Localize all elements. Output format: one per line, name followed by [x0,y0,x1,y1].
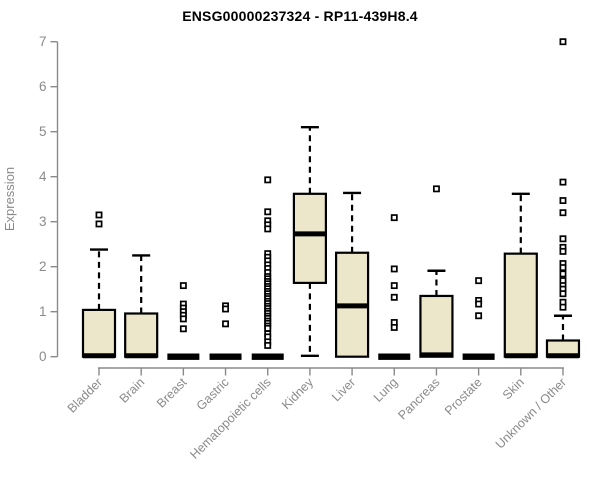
outlier-point [390,324,398,331]
collapsed-box [251,353,284,360]
boxplot-gastric [209,302,242,360]
outlier-point [264,324,272,332]
outlier-point [264,208,272,216]
outlier-point [559,290,567,298]
outlier-point [475,312,483,320]
y-tick-label: 1 [39,304,47,319]
iqr-box [124,312,159,358]
outlier-point [390,282,398,290]
category-label: Hematopoietic cells [187,375,274,462]
category-label: Bladder [65,375,105,415]
outlier-point [559,235,567,243]
category-label: Lung [371,375,401,405]
iqr-box [419,294,454,358]
outlier-point [222,320,229,328]
outlier-point [559,197,567,204]
boxplot-bladder [81,211,117,359]
y-tick-label: 2 [39,259,47,274]
outlier-point [179,325,187,333]
outlier-point [222,305,229,313]
category-label: Kidney [279,375,316,412]
y-tick-label: 4 [39,169,47,184]
y-axis-title: Expression [2,167,17,231]
outlier-point [390,293,398,301]
y-tick-label: 5 [39,124,47,139]
y-tick-label: 3 [39,214,47,229]
outlier-point [475,277,483,285]
outlier-point [559,209,567,217]
outlier-point [559,178,567,186]
outlier-point [559,264,567,272]
boxplot-brain [124,254,159,359]
outlier-point [179,282,187,290]
outlier-point [559,270,567,278]
outlier-point [559,38,567,46]
outlier-point [95,211,103,219]
outlier-point [559,303,567,311]
y-tick-label: 7 [39,34,47,49]
outlier-point [264,342,272,349]
y-tick-label: 6 [39,79,47,94]
boxplot-unknown-other [545,38,581,359]
outlier-point [475,300,483,308]
boxplot-liver [334,191,370,358]
category-label: Pancreas [395,375,442,422]
iqr-box [81,308,117,358]
outlier-point [559,247,567,255]
collapsed-box [167,353,200,360]
boxplot-kidney [292,125,327,357]
outlier-point [264,176,272,184]
boxplot-lung [378,214,411,360]
category-label: Skin [500,375,527,402]
outlier-point [264,225,272,233]
category-label: Liver [329,375,358,404]
y-tick-label: 0 [39,349,47,364]
boxplot-pancreas [419,185,454,358]
category-label: Gastric [194,375,232,413]
boxplot-skin [503,192,538,359]
outlier-point [432,185,440,193]
iqr-box [503,252,538,358]
category-label: Breast [154,375,190,411]
boxplot-prostate [462,277,495,360]
outlier-point [390,265,398,273]
outlier-point [179,315,187,323]
boxplot-breast [167,282,200,360]
iqr-box [292,192,327,285]
outlier-point [95,220,103,228]
outlier-point [390,214,398,222]
category-label: Brain [117,375,148,406]
collapsed-box [462,353,495,360]
collapsed-box [378,353,411,360]
chart-title: ENSG00000237324 - RP11-439H8.4 [182,8,418,24]
category-label: Prostate [442,375,485,418]
collapsed-box [209,353,242,360]
boxplot-hematopoietic-cells [251,176,284,360]
